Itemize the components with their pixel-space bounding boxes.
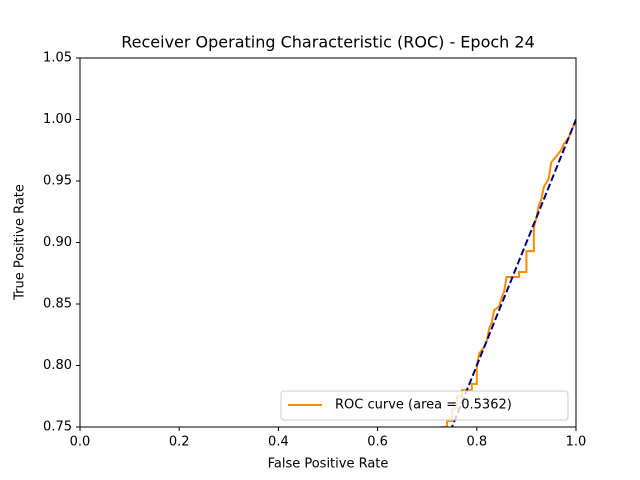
- chart-title: Receiver Operating Characteristic (ROC) …: [121, 33, 535, 52]
- y-tick-label: 0.80: [43, 358, 72, 373]
- x-tick-label: 0.2: [169, 435, 190, 450]
- x-tick-label: 1.0: [566, 435, 587, 450]
- y-tick-label: 1.00: [43, 112, 72, 127]
- y-tick-label: 1.05: [43, 51, 72, 66]
- y-tick-label: 0.85: [43, 297, 72, 312]
- y-tick-label: 0.90: [43, 235, 72, 250]
- diagonal-line: [450, 119, 576, 427]
- y-axis-label: True Positive Rate: [13, 184, 28, 301]
- y-tick-label: 0.95: [43, 174, 72, 189]
- legend-label: ROC curve (area = 0.5362): [335, 398, 512, 413]
- x-axis-label: False Positive Rate: [268, 457, 389, 472]
- x-tick-label: 0.6: [367, 435, 388, 450]
- x-tick-label: 0.4: [268, 435, 289, 450]
- x-tick-label: 0.0: [70, 435, 91, 450]
- legend-box: [280, 390, 569, 421]
- y-tick-label: 0.75: [43, 420, 72, 435]
- x-tick-label: 0.8: [466, 435, 487, 450]
